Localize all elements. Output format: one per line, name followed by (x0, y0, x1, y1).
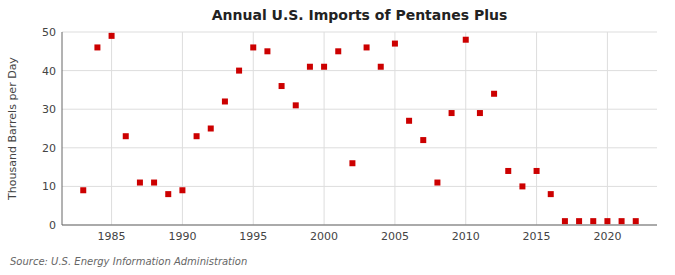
point (321, 64, 327, 70)
point (463, 37, 469, 43)
y-axis-line (62, 32, 63, 225)
point (449, 110, 455, 116)
x-grid-line (324, 32, 325, 225)
point (208, 126, 214, 132)
point (335, 48, 341, 54)
x-axis-line (62, 225, 657, 226)
point (434, 180, 440, 186)
grid (62, 32, 657, 225)
point (364, 44, 370, 50)
point (576, 218, 582, 224)
x-grid-line (607, 32, 608, 225)
point (519, 183, 525, 189)
source-note: Source: U.S. Energy Information Administ… (10, 256, 247, 267)
points (80, 33, 639, 224)
point (194, 133, 200, 139)
y-tick-label: 10 (42, 180, 56, 193)
point (236, 68, 242, 74)
y-grid-line (62, 32, 657, 33)
y-tick-label: 20 (42, 142, 56, 155)
chart: 1985 1990 1995 2000 2005 2010 2015 2020 0 10 20 30 4… (0, 0, 675, 275)
point (420, 137, 426, 143)
point (94, 44, 100, 50)
x-tick-label: 2000 (310, 230, 338, 243)
point (562, 218, 568, 224)
y-tick-label: 50 (42, 26, 56, 39)
point (349, 160, 355, 166)
x-grid-line (536, 32, 537, 225)
y-grid-line (62, 109, 657, 110)
point (293, 102, 299, 108)
point (165, 191, 171, 197)
point (491, 91, 497, 97)
y-grid-line (62, 225, 657, 226)
point (505, 168, 511, 174)
x-grid-line (111, 32, 112, 225)
point (548, 191, 554, 197)
point (250, 44, 256, 50)
y-tick-label: 40 (42, 65, 56, 78)
point (619, 218, 625, 224)
x-grid-line (394, 32, 395, 225)
x-tick-label: 1990 (168, 230, 196, 243)
y-grid-line (62, 147, 657, 148)
point (80, 187, 86, 193)
point (137, 180, 143, 186)
point (123, 133, 129, 139)
point (264, 48, 270, 54)
y-grid-line (62, 186, 657, 187)
point (279, 83, 285, 89)
point (633, 218, 639, 224)
y-axis-label: Thousand Barrels per Day (6, 57, 19, 201)
y-tick-label: 0 (49, 219, 56, 232)
y-grid-line (62, 70, 657, 71)
point (590, 218, 596, 224)
point (406, 118, 412, 124)
x-tick-label: 2010 (452, 230, 480, 243)
point (604, 218, 610, 224)
x-tick-label: 2015 (523, 230, 551, 243)
point (307, 64, 313, 70)
point (179, 187, 185, 193)
point (151, 180, 157, 186)
x-tick-label: 1985 (98, 230, 126, 243)
x-grid-line (253, 32, 254, 225)
point (222, 98, 228, 104)
point (109, 33, 115, 39)
point (378, 64, 384, 70)
point (392, 41, 398, 47)
x-tick-label: 2020 (593, 230, 621, 243)
x-grid-line (182, 32, 183, 225)
title: Annual U.S. Imports of Pentanes Plus (212, 7, 508, 23)
x-tick-label: 1995 (239, 230, 267, 243)
y-tick-label: 30 (42, 103, 56, 116)
x-tick-label: 2005 (381, 230, 409, 243)
x-grid-line (465, 32, 466, 225)
point (477, 110, 483, 116)
point (534, 168, 540, 174)
